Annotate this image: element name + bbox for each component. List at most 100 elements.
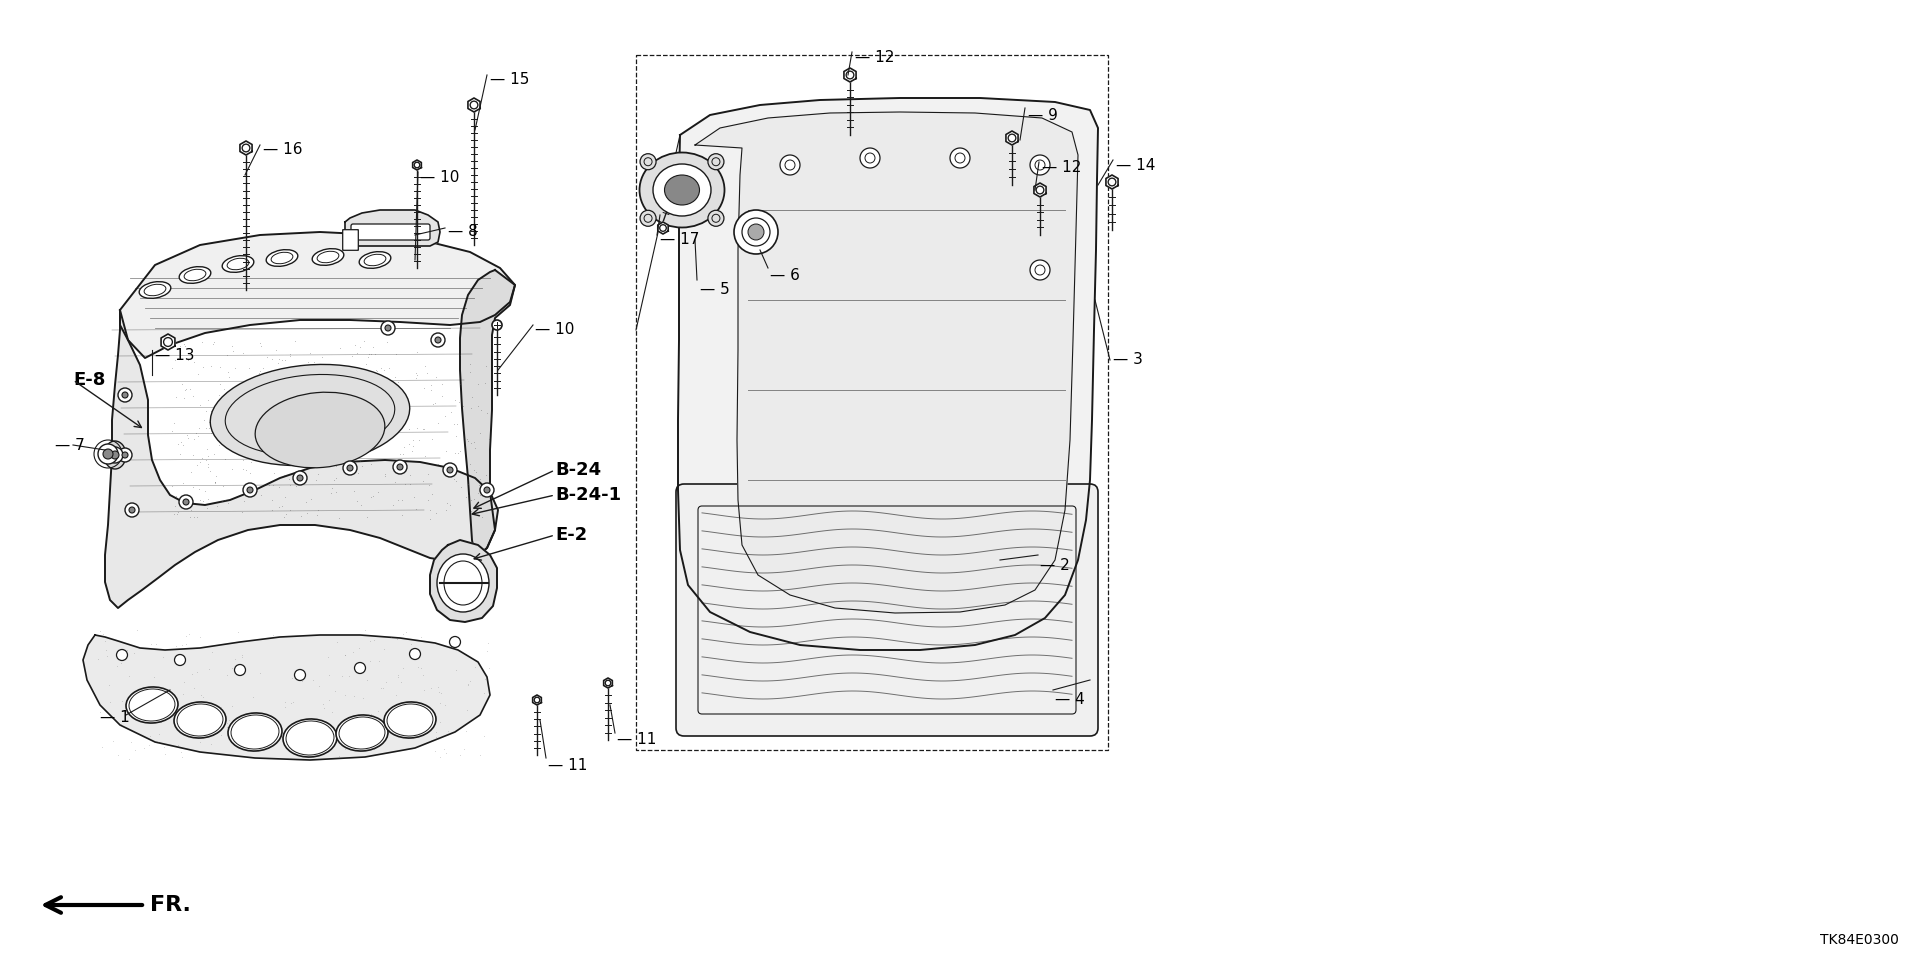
Polygon shape <box>346 210 440 246</box>
Text: — 14: — 14 <box>1116 157 1156 173</box>
Circle shape <box>449 637 461 647</box>
Circle shape <box>409 648 420 660</box>
Ellipse shape <box>127 687 179 723</box>
Circle shape <box>294 669 305 681</box>
Text: E-2: E-2 <box>555 526 588 544</box>
Ellipse shape <box>138 282 171 298</box>
Circle shape <box>436 337 442 343</box>
Polygon shape <box>1006 131 1018 145</box>
Text: TK84E0300: TK84E0300 <box>1820 933 1899 947</box>
Ellipse shape <box>255 392 384 468</box>
FancyBboxPatch shape <box>351 224 430 240</box>
FancyBboxPatch shape <box>342 230 359 250</box>
Text: — 13: — 13 <box>156 347 194 363</box>
Circle shape <box>175 654 186 666</box>
Text: B-24-1: B-24-1 <box>555 486 622 504</box>
Text: — 17: — 17 <box>660 232 699 247</box>
Text: — 11: — 11 <box>547 758 588 773</box>
Ellipse shape <box>336 715 388 751</box>
Circle shape <box>117 448 132 462</box>
Circle shape <box>108 447 123 463</box>
Polygon shape <box>461 270 515 558</box>
Text: — 2: — 2 <box>1041 557 1069 573</box>
Text: — 12: — 12 <box>854 51 895 65</box>
FancyBboxPatch shape <box>676 484 1098 736</box>
Circle shape <box>484 487 490 493</box>
Text: — 12: — 12 <box>1043 160 1081 175</box>
Ellipse shape <box>282 719 338 757</box>
Circle shape <box>125 503 138 517</box>
Circle shape <box>344 461 357 475</box>
Text: — 3: — 3 <box>1114 353 1142 367</box>
Text: FR.: FR. <box>150 895 190 915</box>
Ellipse shape <box>639 152 724 227</box>
Polygon shape <box>532 695 541 705</box>
Polygon shape <box>83 635 490 760</box>
Text: — 9: — 9 <box>1027 107 1058 123</box>
Circle shape <box>430 333 445 347</box>
Circle shape <box>129 507 134 513</box>
Polygon shape <box>119 232 515 358</box>
Ellipse shape <box>228 713 282 751</box>
Circle shape <box>397 464 403 470</box>
Text: — 8: — 8 <box>447 224 478 240</box>
Circle shape <box>182 499 188 505</box>
Polygon shape <box>430 540 497 622</box>
Circle shape <box>117 649 127 661</box>
Text: — 5: — 5 <box>701 283 730 297</box>
Text: — 11: — 11 <box>616 733 657 747</box>
Circle shape <box>708 153 724 170</box>
Text: — 10: — 10 <box>536 322 574 338</box>
Circle shape <box>733 210 778 254</box>
Text: — 16: — 16 <box>263 143 303 157</box>
Circle shape <box>111 451 119 459</box>
Ellipse shape <box>104 441 127 469</box>
Polygon shape <box>659 222 668 234</box>
Circle shape <box>179 495 194 509</box>
Polygon shape <box>468 98 480 112</box>
Circle shape <box>639 153 657 170</box>
Circle shape <box>1029 155 1050 175</box>
Circle shape <box>444 463 457 477</box>
Circle shape <box>104 449 113 459</box>
Polygon shape <box>695 112 1077 613</box>
Circle shape <box>355 663 365 673</box>
Text: — 4: — 4 <box>1054 692 1085 708</box>
Text: E-8: E-8 <box>73 371 106 389</box>
Circle shape <box>380 321 396 335</box>
Polygon shape <box>1106 175 1117 189</box>
Circle shape <box>480 483 493 497</box>
Ellipse shape <box>359 251 392 269</box>
Polygon shape <box>161 334 175 350</box>
Ellipse shape <box>384 702 436 738</box>
Circle shape <box>298 475 303 481</box>
Ellipse shape <box>223 256 253 272</box>
Circle shape <box>394 460 407 474</box>
Circle shape <box>1029 260 1050 280</box>
Circle shape <box>708 210 724 226</box>
Circle shape <box>348 465 353 471</box>
Circle shape <box>749 224 764 240</box>
Polygon shape <box>106 310 497 608</box>
Circle shape <box>123 392 129 398</box>
Circle shape <box>447 467 453 473</box>
Text: — 15: — 15 <box>490 73 530 87</box>
Ellipse shape <box>653 164 710 216</box>
Circle shape <box>248 487 253 493</box>
Circle shape <box>639 210 657 226</box>
Ellipse shape <box>211 364 409 465</box>
Ellipse shape <box>313 248 344 266</box>
Ellipse shape <box>267 249 298 267</box>
Polygon shape <box>1035 183 1046 197</box>
Circle shape <box>950 148 970 168</box>
Polygon shape <box>240 141 252 155</box>
Polygon shape <box>603 678 612 688</box>
Ellipse shape <box>179 267 211 283</box>
Circle shape <box>117 388 132 402</box>
Polygon shape <box>413 160 420 170</box>
Circle shape <box>234 665 246 675</box>
Polygon shape <box>678 98 1098 650</box>
Circle shape <box>244 483 257 497</box>
Polygon shape <box>845 68 856 82</box>
Circle shape <box>294 471 307 485</box>
